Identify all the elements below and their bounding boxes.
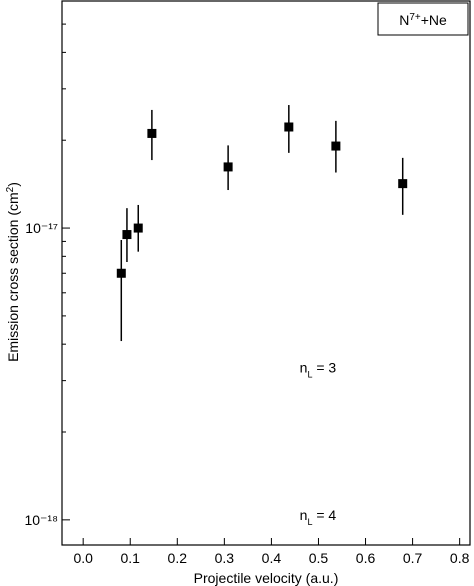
data-point xyxy=(284,122,294,132)
y-axis-label: Emission cross section (cm2) xyxy=(5,182,22,362)
data-point xyxy=(398,179,408,189)
data-point xyxy=(133,223,143,233)
annotation: nL = 4 xyxy=(300,507,337,527)
x-tick-label: 0.7 xyxy=(403,550,423,566)
x-tick-label: 0.5 xyxy=(309,550,329,566)
data-point xyxy=(122,230,132,240)
annotation: nL = 3 xyxy=(300,359,337,379)
data-point xyxy=(116,268,126,278)
box-label: N7++Ne xyxy=(399,12,447,29)
data-point xyxy=(331,141,341,151)
x-tick-label: 0.4 xyxy=(262,550,282,566)
data-point xyxy=(147,128,157,138)
y-tick-label: 10⁻¹⁸ xyxy=(24,512,58,528)
x-tick-label: 0.0 xyxy=(73,550,93,566)
data-point xyxy=(223,162,233,172)
x-axis-label: Projectile velocity (a.u.) xyxy=(194,570,339,586)
y-tick-label: 10⁻¹⁷ xyxy=(25,220,58,236)
x-tick-label: 0.8 xyxy=(450,550,470,566)
label-box xyxy=(377,2,469,36)
x-tick-label: 0.3 xyxy=(215,550,235,566)
x-tick-label: 0.2 xyxy=(168,550,188,566)
x-tick-label: 0.6 xyxy=(356,550,376,566)
x-tick-label: 0.1 xyxy=(121,550,141,566)
